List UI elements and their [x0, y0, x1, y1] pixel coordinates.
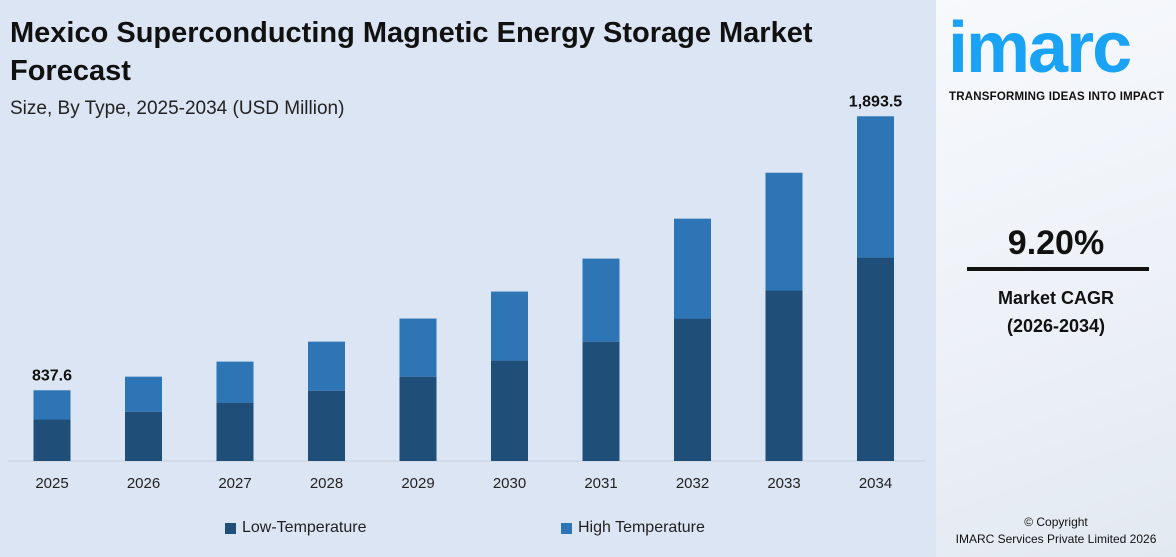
cagr-label-text: Market CAGR — [997, 288, 1115, 308]
x-tick-label: 2027 — [218, 475, 251, 492]
bar-low-2033 — [765, 290, 803, 461]
bar-high-2031 — [582, 258, 620, 342]
copyright-line2: IMARC Services Private Limited 2026 — [955, 532, 1157, 546]
copyright-line1: © Copyright — [1024, 515, 1088, 529]
bar-high-2026 — [125, 376, 162, 412]
bar-low-2029 — [399, 376, 437, 461]
bar-low-2030 — [491, 360, 528, 461]
cagr-divider — [967, 267, 1149, 271]
cagr-value: 9.20% — [1007, 224, 1105, 262]
x-tick-label: 2033 — [767, 475, 800, 492]
bar-high-2034 — [857, 116, 894, 258]
bar-high-2028 — [308, 341, 345, 391]
brand-tagline: TRANSFORMING IDEAS INTO IMPACT — [949, 91, 1165, 103]
imarc-logo: imarc — [948, 8, 1132, 88]
legend-swatch-low — [225, 522, 236, 534]
bar-chart: 2025 837.6 2026 2027 2028 2029 2030 2031 2032 203… — [8, 93, 925, 492]
cagr-label: Market CAGR (2026-2034) — [936, 284, 1176, 340]
chart-subtitle: Size, By Type, 2025-2034 (USD Million) — [10, 98, 345, 119]
bar-low-2026 — [125, 411, 162, 461]
data-label: 837.6 — [32, 367, 72, 384]
bar-low-2032 — [674, 318, 711, 461]
bar-high-2032 — [674, 218, 711, 319]
x-tick-label: 2029 — [401, 475, 434, 492]
x-tick-label: 2031 — [584, 475, 617, 492]
sidebar: imarc TRANSFORMING IDEAS INTO IMPACT 9.2… — [936, 0, 1176, 557]
bar-high-2025 — [33, 390, 71, 420]
data-label: 1,893.5 — [849, 93, 902, 110]
x-tick-label: 2028 — [310, 475, 343, 492]
x-tick-label: 2034 — [859, 475, 892, 492]
cagr-period: (2026-2034) — [1006, 316, 1106, 336]
bar-high-2030 — [491, 291, 528, 361]
x-tick-label: 2032 — [676, 475, 709, 492]
bar-high-2027 — [216, 361, 254, 403]
x-tick-label: 2025 — [35, 475, 68, 492]
chart-title: Mexico Superconducting Magnetic Energy S… — [10, 17, 813, 87]
bar-low-2025 — [33, 419, 71, 461]
legend-low-temperature: Low-Temperature — [225, 519, 367, 537]
legend-high-temperature: High Temperature — [561, 519, 705, 537]
bar-low-2027 — [216, 402, 254, 461]
x-tick-label: 2030 — [493, 475, 526, 492]
bar-high-2029 — [399, 318, 437, 377]
legend-label-low: Low-Temperature — [242, 519, 367, 536]
legend-swatch-high — [561, 522, 572, 534]
bar-high-2033 — [765, 172, 803, 291]
copyright: © Copyright IMARC Services Private Limit… — [936, 514, 1176, 548]
legend-label-high: High Temperature — [578, 519, 705, 536]
bar-low-2034 — [857, 257, 894, 461]
chart-panel: Mexico Superconducting Magnetic Energy S… — [8, 17, 925, 537]
x-tick-label: 2026 — [127, 475, 160, 492]
bar-low-2028 — [308, 390, 345, 461]
bar-low-2031 — [582, 341, 620, 461]
